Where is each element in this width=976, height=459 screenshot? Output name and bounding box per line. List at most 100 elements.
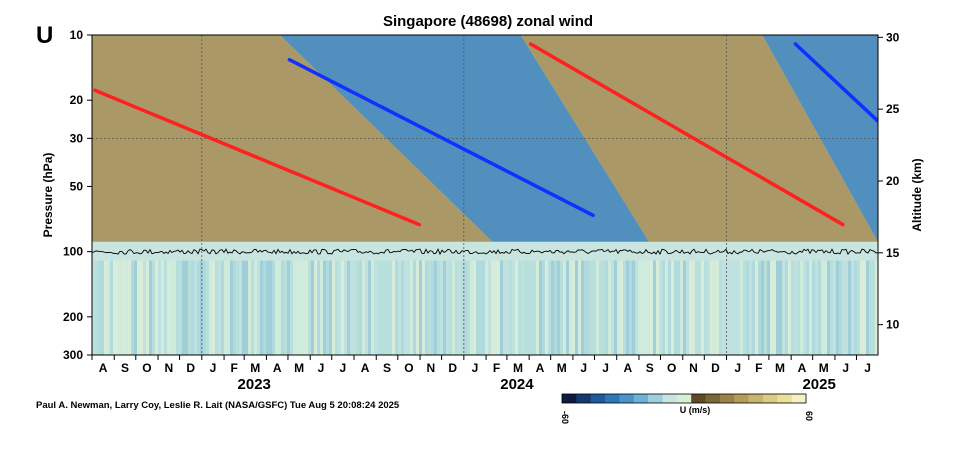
texture-stripe: [164, 260, 167, 355]
texture-stripe: [221, 260, 224, 355]
x-tick-label: M: [775, 361, 785, 375]
texture-stripe: [113, 260, 116, 355]
x-tick-label: S: [121, 361, 129, 375]
texture-stripe: [776, 260, 779, 355]
texture-stripe: [359, 260, 362, 355]
colorbar-label: U (m/s): [680, 405, 711, 415]
texture-stripe: [470, 260, 473, 355]
y-tick-label: 300: [63, 348, 83, 362]
texture-stripe: [719, 260, 722, 355]
texture-stripe: [419, 260, 422, 355]
x-tick-label: F: [493, 361, 500, 375]
texture-stripe: [494, 260, 497, 355]
texture-stripe: [875, 260, 878, 355]
texture-stripe: [737, 260, 740, 355]
texture-stripe: [290, 260, 293, 355]
texture-stripe: [530, 260, 533, 355]
texture-stripe: [818, 260, 821, 355]
texture-stripe: [125, 260, 128, 355]
texture-stripe: [248, 260, 251, 355]
texture-stripe: [299, 260, 302, 355]
texture-stripe: [557, 260, 560, 355]
texture-stripe: [218, 260, 221, 355]
texture-stripe: [434, 260, 437, 355]
texture-stripe: [278, 260, 281, 355]
texture-stripe: [482, 260, 485, 355]
texture-stripe: [308, 260, 311, 355]
y2-axis-label: Altitude (km): [910, 158, 924, 231]
texture-stripe: [122, 260, 125, 355]
texture-stripe: [464, 260, 467, 355]
texture-stripe: [158, 260, 161, 355]
texture-stripe: [323, 260, 326, 355]
guide-line-3: [528, 42, 845, 227]
texture-stripe: [563, 260, 566, 355]
colorbar-swatch: [705, 394, 721, 403]
texture-stripe: [458, 260, 461, 355]
texture-stripe: [440, 260, 443, 355]
y-tick-label: 100: [63, 245, 83, 259]
texture-stripe: [743, 260, 746, 355]
x-tick-label: J: [318, 361, 325, 375]
texture-stripe: [593, 260, 596, 355]
guide-line-2: [287, 57, 595, 218]
texture-stripe: [473, 260, 476, 355]
texture-stripe: [806, 260, 809, 355]
texture-stripe: [101, 260, 104, 355]
colorbar-max-label: 60: [804, 411, 814, 421]
texture-stripe: [857, 260, 860, 355]
texture-stripe: [212, 260, 215, 355]
colorbar-swatch: [562, 394, 577, 403]
x-tick-label: A: [798, 361, 807, 375]
texture-stripe: [710, 260, 713, 355]
x-tick-label: J: [864, 361, 871, 375]
texture-stripe: [269, 260, 272, 355]
texture-stripe: [788, 260, 791, 355]
texture-stripe: [797, 260, 800, 355]
texture-stripe: [545, 260, 548, 355]
texture-stripe: [191, 260, 194, 355]
texture-stripe: [536, 260, 539, 355]
texture-stripe: [170, 260, 173, 355]
texture-stripe: [848, 260, 851, 355]
texture-stripe: [392, 260, 395, 355]
texture-stripe: [542, 260, 545, 355]
texture-stripe: [845, 260, 848, 355]
texture-stripe: [497, 260, 500, 355]
texture-stripe: [800, 260, 803, 355]
texture-stripe: [329, 260, 332, 355]
altitude-axis: 10 15 20 25 30: [878, 30, 900, 332]
texture-stripe: [698, 260, 701, 355]
texture-stripe: [827, 260, 830, 355]
x-tick-label: S: [383, 361, 391, 375]
texture-stripe: [413, 260, 416, 355]
texture-stripe: [500, 260, 503, 355]
x-tick-label: N: [426, 361, 435, 375]
y2-tick-label: 15: [886, 246, 900, 260]
texture-stripe: [374, 260, 377, 355]
colorbar-swatch: [648, 394, 663, 403]
x-tick-label: M: [513, 361, 523, 375]
texture-stripe: [311, 260, 314, 355]
texture-stripe: [320, 260, 323, 355]
colorbar: [561, 393, 807, 404]
texture-stripe: [782, 260, 785, 355]
x-tick-label: F: [230, 361, 237, 375]
texture-stripe: [137, 260, 140, 355]
texture-stripe: [185, 260, 188, 355]
y2-tick-label: 20: [886, 174, 900, 188]
x-tick-label: O: [404, 361, 413, 375]
pressure-axis: 10 20 30 50 100 200 300: [63, 28, 92, 362]
texture-stripe: [860, 260, 863, 355]
texture-stripe: [821, 260, 824, 355]
texture-stripe: [551, 260, 554, 355]
y-tick-label: 50: [70, 179, 84, 193]
texture-stripe: [506, 260, 509, 355]
colorbar-swatch: [576, 394, 592, 403]
texture-stripe: [842, 260, 845, 355]
texture-stripe: [539, 260, 542, 355]
texture-stripe: [242, 260, 245, 355]
texture-stripe: [833, 260, 836, 355]
texture-stripe: [335, 260, 338, 355]
texture-stripe: [182, 260, 185, 355]
